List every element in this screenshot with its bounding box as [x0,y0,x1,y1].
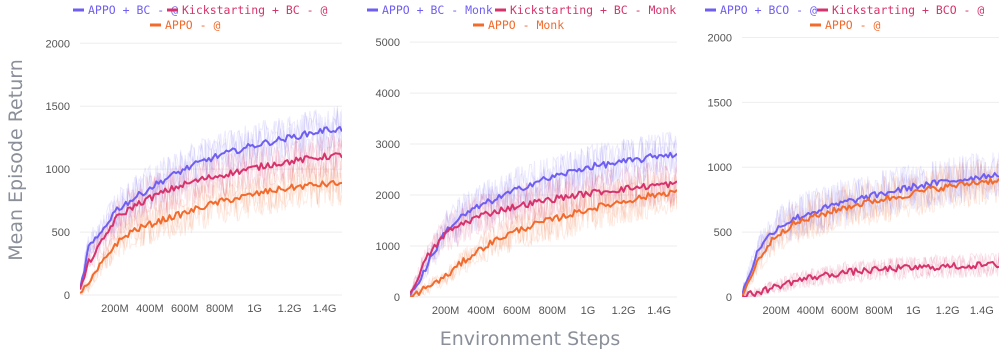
y-tick-label: 1000 [46,164,70,176]
legend-entry: APPO + BC - Monk [367,3,493,17]
legend-label: APPO - @ [165,18,220,32]
y-tick-label: 500 [714,227,732,239]
y-tick-label: 0 [394,292,400,304]
y-tick-label: 1500 [46,101,70,113]
x-tick-label: 200M [432,305,460,317]
legend-entry: Kickstarting + BC - @ [167,3,327,17]
noise-trace [410,132,677,296]
y-tick-label: 0 [726,292,732,304]
x-tick-label: 600M [831,305,859,317]
legend-label: Kickstarting + BC - Monk [510,3,676,17]
legend-entry: APPO - @ [150,18,220,32]
y-tick-label: 1000 [376,241,400,253]
series-line [80,125,342,290]
noise-trace [80,109,342,286]
legend-label: APPO - Monk [488,18,564,32]
series-line [742,172,999,297]
series-line [410,180,677,294]
legend-label: APPO + BC - @ [88,3,178,17]
x-tick-label: 1G [581,305,596,317]
x-tick-label: 600M [171,303,199,315]
series-line [742,177,999,297]
noise-trace [742,152,999,290]
x-tick-label: 1.4G [970,305,994,317]
x-tick-label: 800M [206,303,234,315]
x-tick-label: 1.2G [612,305,636,317]
y-tick-label: 2000 [708,32,732,44]
noise-trace [80,161,342,295]
x-tick-label: 1.4G [313,303,337,315]
y-tick-label: 500 [52,227,70,239]
noise-trace [80,134,342,293]
series-line [410,151,677,297]
legend-entry: APPO - @ [810,18,880,32]
legend-entry: APPO - Monk [473,18,564,32]
legend-entry: APPO + BC - @ [73,3,178,17]
noise-trace [410,131,677,294]
x-tick-label: 1.4G [647,305,671,317]
legend-entry: Kickstarting + BCO - @ [817,3,984,17]
y-tick-label: 2000 [376,190,400,202]
chart-panels: 0 500 1000 1500 2000 200M 400M 600M 800M 1G 1.2G 1.… [46,3,999,317]
series-line [80,180,342,294]
chart-panel-3: 0 500 1000 1500 2000 200M 400M 600M 800M 1G 1.2G 1.… [705,3,999,317]
y-tick-label: 4000 [376,88,400,100]
noise-trace [742,253,999,297]
x-tick-label: 1.2G [936,305,960,317]
x-tick-label: 800M [539,305,567,317]
x-tick-label: 400M [467,305,495,317]
y-tick-label: 1000 [708,162,732,174]
noise-trace [742,252,999,297]
legend-entry: APPO + BCO - @ [705,3,817,17]
legend-label: APPO - @ [825,18,880,32]
noise-trace [410,171,677,297]
y-tick-label: 5000 [376,37,400,49]
noise-trace [742,158,999,297]
y-tick-label: 0 [64,290,70,302]
x-tick-label: 400M [797,305,825,317]
noise-trace [80,162,342,294]
legend-label: APPO + BC - Monk [382,3,493,17]
noise-trace [742,162,999,296]
series-line [80,152,342,290]
legend-entry: Kickstarting + BC - Monk [495,3,676,17]
noise-trace [742,161,999,297]
y-tick-label: 2000 [46,38,70,50]
noise-trace [742,251,999,297]
y-tick-label: 1500 [708,97,732,109]
noise-trace [410,173,677,297]
noise-trace [410,172,677,297]
noise-trace [742,252,999,297]
noise-trace [80,137,342,287]
x-tick-label: 200M [763,305,791,317]
y-tick-label: 3000 [376,139,400,151]
legend-label: APPO + BCO - @ [720,3,817,17]
noise-trace [410,134,677,293]
series-line [410,189,677,297]
x-tick-label: 200M [101,303,129,315]
series-line [742,260,999,297]
y-axis-title: Mean Episode Return [5,59,27,261]
legend-label: Kickstarting + BCO - @ [832,3,984,17]
x-tick-label: 1G [247,303,262,315]
x-axis-title: Environment Steps [440,328,621,350]
noise-trace [80,106,342,291]
chart-panel-2: 0 1000 2000 3000 4000 5000 200M 400M 600M 800M 1G 1… [367,3,677,317]
x-tick-label: 1G [906,305,921,317]
x-tick-label: 400M [136,303,164,315]
legend-label: Kickstarting + BC - @ [182,3,327,17]
noise-trace [80,160,342,294]
x-tick-label: 1.2G [278,303,302,315]
x-tick-label: 800M [865,305,893,317]
chart-panel-1: 0 500 1000 1500 2000 200M 400M 600M 800M 1G 1.2G 1.… [46,3,342,315]
x-tick-label: 600M [503,305,531,317]
